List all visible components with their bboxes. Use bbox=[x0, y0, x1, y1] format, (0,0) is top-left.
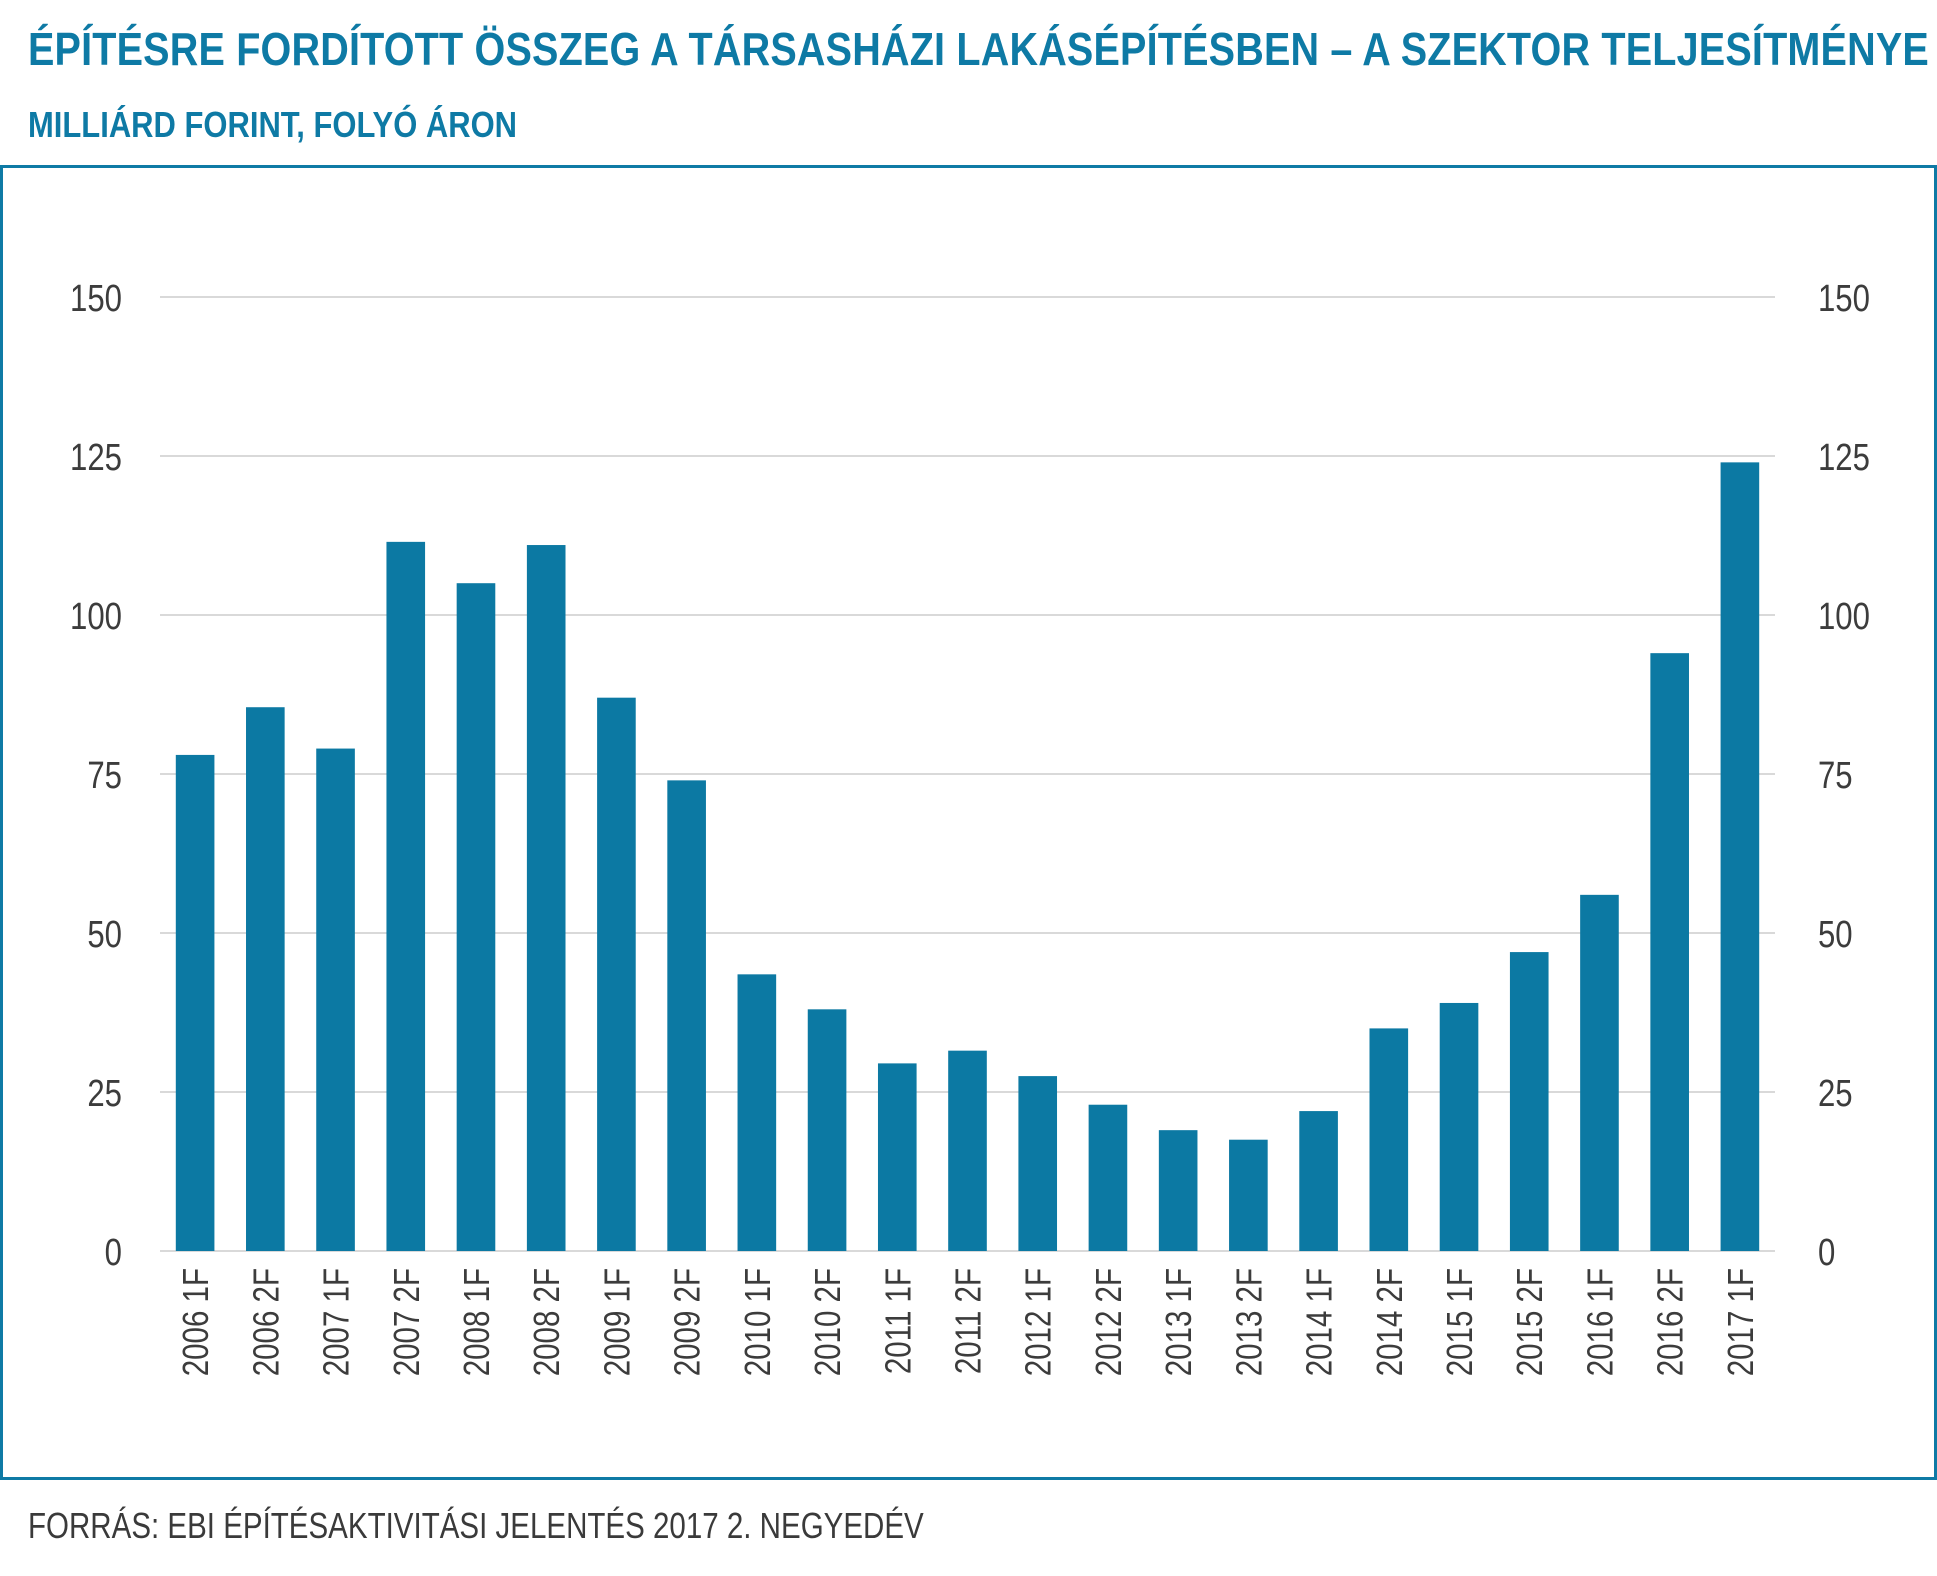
bar-2015-2F bbox=[1509, 952, 1549, 1251]
x-label-2009-2F: 2009 2F bbox=[667, 1268, 707, 1376]
chart-subtitle: MILLIÁRD FORINT, FOLYÓ ÁRON bbox=[28, 104, 518, 145]
x-label-2008-1F: 2008 1F bbox=[456, 1268, 496, 1376]
bar-2007-2F bbox=[386, 541, 426, 1251]
bar-2012-2F bbox=[1088, 1104, 1128, 1251]
bar-2016-2F bbox=[1650, 653, 1689, 1251]
x-label-2011-2F: 2011 2F bbox=[948, 1268, 988, 1374]
bar-2010-2F bbox=[807, 1009, 847, 1251]
y-tick-right-0: 0 bbox=[1818, 1232, 1835, 1274]
y-tick-right-100: 100 bbox=[1818, 596, 1870, 638]
bar-2014-2F bbox=[1369, 1028, 1409, 1251]
x-label-2006-1F: 2006 1F bbox=[175, 1268, 215, 1376]
y-tick-left-150: 150 bbox=[70, 278, 122, 320]
y-tick-right-75: 75 bbox=[1818, 755, 1853, 797]
x-label-2009-1F: 2009 1F bbox=[597, 1268, 637, 1376]
bar-2010-1F bbox=[737, 974, 777, 1251]
x-label-2010-1F: 2010 1F bbox=[737, 1268, 777, 1376]
bar-2017-1F bbox=[1720, 462, 1760, 1251]
x-label-2017-1F: 2017 1F bbox=[1720, 1268, 1760, 1376]
bar-2008-2F bbox=[526, 545, 566, 1251]
y-tick-right-25: 25 bbox=[1818, 1073, 1853, 1115]
y-tick-right-150: 150 bbox=[1818, 278, 1870, 320]
y-tick-left-125: 125 bbox=[70, 437, 122, 479]
x-label-2012-2F: 2012 2F bbox=[1088, 1268, 1128, 1376]
bar-2012-1F bbox=[1018, 1076, 1058, 1251]
bar-2006-1F bbox=[175, 754, 215, 1251]
grid-lines bbox=[160, 296, 1775, 1252]
bar-2014-1F bbox=[1299, 1111, 1338, 1251]
y-axis-left: 0 25 50 75 100 125 150 bbox=[70, 278, 122, 1274]
x-label-2013-1F: 2013 1F bbox=[1158, 1268, 1198, 1376]
x-label-2015-2F: 2015 2F bbox=[1509, 1268, 1549, 1376]
bar-2009-1F bbox=[597, 697, 636, 1251]
bar-2016-1F bbox=[1580, 894, 1619, 1251]
bar-2007-1F bbox=[316, 748, 355, 1251]
x-label-2013-2F: 2013 2F bbox=[1229, 1268, 1269, 1376]
x-axis-labels: 2006 1F 2006 2F 2007 1F 2007 2F 2008 1F 2008 … bbox=[175, 1268, 1760, 1376]
chart-title: ÉPÍTÉSRE FORDÍTOTT ÖSSZEG A TÁRSASHÁZI L… bbox=[28, 23, 1929, 75]
bar-2015-1F bbox=[1439, 1002, 1479, 1251]
x-label-2016-2F: 2016 2F bbox=[1650, 1268, 1690, 1376]
y-tick-right-50: 50 bbox=[1818, 914, 1853, 956]
y-tick-left-0: 0 bbox=[105, 1232, 122, 1274]
bar-2008-1F bbox=[456, 583, 496, 1251]
y-tick-right-125: 125 bbox=[1818, 437, 1870, 479]
x-label-2011-1F: 2011 1F bbox=[877, 1268, 917, 1374]
y-axis-right: 0 25 50 75 100 125 150 bbox=[1818, 278, 1870, 1274]
y-tick-left-25: 25 bbox=[87, 1073, 122, 1115]
x-label-2007-1F: 2007 1F bbox=[316, 1268, 356, 1376]
bar-2011-1F bbox=[877, 1063, 917, 1251]
y-tick-left-75: 75 bbox=[87, 755, 122, 797]
bar-2013-1F bbox=[1158, 1130, 1198, 1251]
x-label-2015-1F: 2015 1F bbox=[1439, 1268, 1479, 1376]
x-label-2007-2F: 2007 2F bbox=[386, 1268, 426, 1376]
bar-2009-2F bbox=[667, 780, 706, 1251]
source-note: FORRÁS: EBI ÉPÍTÉSAKTIVITÁSI JELENTÉS 20… bbox=[28, 1505, 924, 1546]
y-tick-left-100: 100 bbox=[70, 596, 122, 638]
chart-frame bbox=[0, 165, 1937, 1480]
x-label-2012-1F: 2012 1F bbox=[1018, 1268, 1058, 1376]
y-tick-left-50: 50 bbox=[87, 914, 122, 956]
bar-2013-2F bbox=[1229, 1139, 1268, 1251]
bars bbox=[175, 462, 1760, 1251]
x-label-2006-2F: 2006 2F bbox=[246, 1268, 286, 1376]
x-label-2014-2F: 2014 2F bbox=[1369, 1268, 1409, 1376]
x-label-2008-2F: 2008 2F bbox=[526, 1268, 566, 1376]
bar-2011-2F bbox=[948, 1050, 987, 1251]
bar-2006-2F bbox=[246, 707, 285, 1251]
x-label-2010-2F: 2010 2F bbox=[807, 1268, 847, 1376]
bar-chart: 0 25 50 75 100 125 150 0 25 50 75 100 125 150 2006 1… bbox=[70, 278, 1870, 1376]
x-label-2014-1F: 2014 1F bbox=[1299, 1268, 1339, 1376]
x-label-2016-1F: 2016 1F bbox=[1580, 1268, 1620, 1376]
